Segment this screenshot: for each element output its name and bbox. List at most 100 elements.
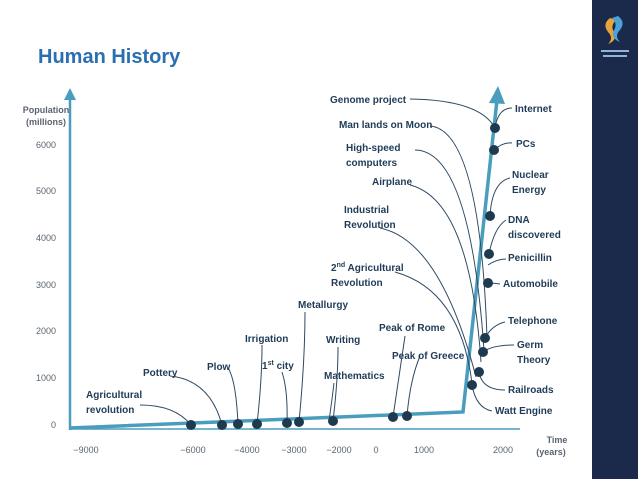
label-text: PCs <box>516 139 536 150</box>
label-text: Irrigation <box>245 334 288 345</box>
label-text: DNA <box>508 215 530 226</box>
label-text: Energy <box>512 185 546 196</box>
label-text: discovered <box>508 230 561 241</box>
event-label: DNA discovered <box>508 215 561 241</box>
event-dot <box>474 367 484 377</box>
event-label-line: Genome project <box>330 95 407 106</box>
x-tick-label: 0 <box>373 445 378 455</box>
connector <box>332 346 339 422</box>
label-text: revolution <box>86 405 134 416</box>
connector <box>379 227 477 378</box>
connector <box>406 355 421 417</box>
event-dot <box>478 347 488 357</box>
event-label-line: Pottery <box>143 368 178 379</box>
x-tick-label: −3000 <box>281 445 306 455</box>
connector <box>227 367 239 425</box>
event-label: Mathematics <box>324 371 385 382</box>
event-label-line: Airplane <box>372 177 412 188</box>
y-tick-label: 6000 <box>36 140 56 150</box>
event-label-line: Watt Engine <box>495 406 553 417</box>
label-text: Internet <box>515 104 552 115</box>
event-label-line: Telephone <box>508 316 558 327</box>
event-label-line: Metallurgy <box>298 300 348 311</box>
label-text: Agricultural <box>86 390 142 401</box>
event-label-line: PCs <box>516 139 536 150</box>
x-tick-label: 2000 <box>493 445 513 455</box>
event-label-line: Industrial <box>344 205 389 216</box>
event-label-line: Peak of Rome <box>379 323 446 334</box>
connector <box>414 149 485 351</box>
event-label-line: Automobile <box>503 279 558 290</box>
y-tick-label: 3000 <box>36 280 56 290</box>
event-label: Plow <box>207 362 231 373</box>
connector <box>394 271 473 384</box>
event-label: Automobile <box>503 279 558 290</box>
event-dot <box>489 145 499 155</box>
event-label: PCs <box>516 139 536 150</box>
label-text: Revolution <box>331 278 383 289</box>
label-text: Penicillin <box>508 253 552 264</box>
label-text: Peak of Greece <box>392 351 465 362</box>
label-sup: st <box>268 360 275 367</box>
label-text: Germ <box>517 340 543 351</box>
event-label-line: Internet <box>515 104 552 115</box>
event-label-line: revolution <box>86 405 134 416</box>
event-label-line: 2nd Agricultural <box>331 262 404 274</box>
event-label: Airplane <box>372 177 412 188</box>
connector <box>489 177 511 217</box>
connector <box>256 344 263 425</box>
event-label-line: Plow <box>207 362 231 373</box>
x-axis-title: Time <box>547 435 568 445</box>
x-tick-label: −9000 <box>73 445 98 455</box>
y-axis-title: (millions) <box>26 117 66 127</box>
y-tick-label: 5000 <box>36 186 56 196</box>
event-label: Genome project <box>330 95 407 106</box>
event-label: Peak of Greece <box>392 351 465 362</box>
event-label-line: Agricultural <box>86 390 142 401</box>
event-label: Writing <box>326 335 360 346</box>
connector <box>298 311 306 423</box>
label-text: Railroads <box>508 385 554 396</box>
event-label: Penicillin <box>508 253 552 264</box>
event-dot <box>402 411 412 421</box>
label-text: High-speed <box>346 143 400 154</box>
event-dot <box>484 249 494 259</box>
event-label-line: Nuclear <box>512 170 549 181</box>
event-label-line: Germ <box>517 340 543 351</box>
y-tick-label: 4000 <box>36 233 56 243</box>
label-text: Industrial <box>344 205 389 216</box>
x-tick-label: 1000 <box>414 445 434 455</box>
label-text: Telephone <box>508 316 558 327</box>
connector <box>409 184 482 363</box>
title: Human History <box>38 46 181 68</box>
label-text: Plow <box>207 362 231 373</box>
x-tick-label: −4000 <box>234 445 259 455</box>
x-axis-title: (years) <box>536 447 566 457</box>
label-text: Watt Engine <box>495 406 553 417</box>
event-label: Man lands on Moon <box>339 120 432 131</box>
axes <box>68 98 520 430</box>
event-label-line: 1st city <box>262 360 294 372</box>
event-label-line: Revolution <box>344 220 396 231</box>
event-label: High-speed computers <box>346 143 400 169</box>
label-text: Peak of Rome <box>379 323 446 334</box>
event-dot <box>186 420 196 430</box>
label-text: Agricultural <box>345 263 404 274</box>
label-text: Genome project <box>330 95 407 106</box>
connector <box>169 375 223 426</box>
label-text: Writing <box>326 335 360 346</box>
event-label: Peak of Rome <box>379 323 446 334</box>
event-label-line: Irrigation <box>245 334 288 345</box>
x-tick-label: −2000 <box>326 445 351 455</box>
event-label: Metallurgy <box>298 300 348 311</box>
y-tick-label: 0 <box>51 420 56 430</box>
event-dot <box>233 419 243 429</box>
event-dot <box>467 380 477 390</box>
label-text: Mathematics <box>324 371 385 382</box>
event-label: Agricultural revolution <box>86 390 142 416</box>
connector <box>409 98 496 129</box>
curve-arrow <box>489 86 505 104</box>
y-tick-label: 2000 <box>36 326 56 336</box>
